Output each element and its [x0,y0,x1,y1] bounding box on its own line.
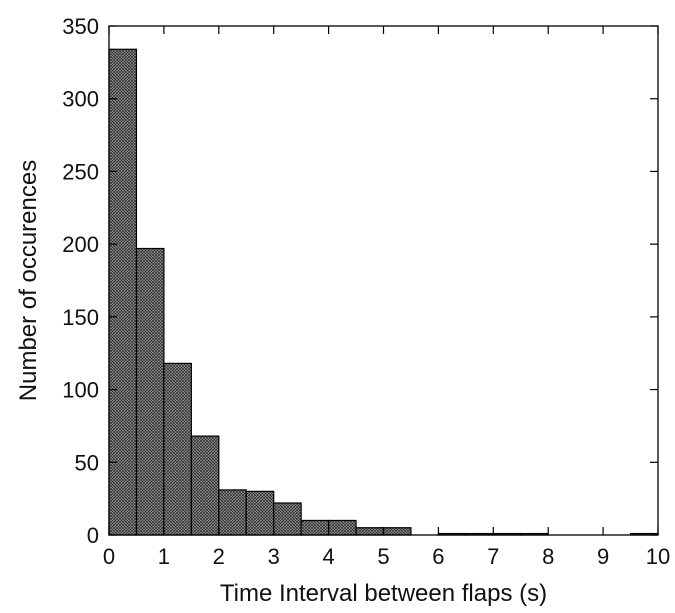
y-tick-label-300: 300 [62,87,99,112]
y-tick-label-350: 350 [62,14,99,39]
histogram-bar-2 [163,362,192,536]
histogram-bar-7 [300,519,330,536]
y-tick-label-150: 150 [62,305,99,330]
histogram-bar-8 [328,519,357,536]
y-tick-label-50: 50 [75,450,99,475]
histogram-bar-3 [190,435,220,536]
y-tick-label-0: 0 [87,523,99,548]
histogram-bar-4 [218,489,247,536]
ticks-group [108,25,659,536]
bars-group [108,48,659,536]
histogram-bar-5 [245,490,275,536]
x-tick-label-4: 4 [322,544,334,569]
x-tick-label-10: 10 [646,544,670,569]
y-axis-title: Number of occurences [15,160,42,401]
x-tick-label-3: 3 [268,544,280,569]
x-tick-label-1: 1 [158,544,170,569]
x-tick-label-7: 7 [487,544,499,569]
x-tick-label-9: 9 [597,544,609,569]
x-tick-label-8: 8 [542,544,554,569]
y-tick-label-200: 200 [62,232,99,257]
y-tick-label-100: 100 [62,378,99,403]
x-tick-label-6: 6 [432,544,444,569]
y-tick-label-250: 250 [62,159,99,184]
x-tick-label-0: 0 [103,544,115,569]
histogram-bar-0 [108,48,138,536]
x-tick-label-2: 2 [213,544,225,569]
histogram-bar-10 [382,527,412,536]
histogram-bar-1 [135,247,165,536]
x-tick-label-5: 5 [377,544,389,569]
histogram-bar-6 [273,502,302,536]
x-axis-title: Time Interval between flaps (s) [220,580,547,607]
histogram-bar-9 [355,527,385,536]
